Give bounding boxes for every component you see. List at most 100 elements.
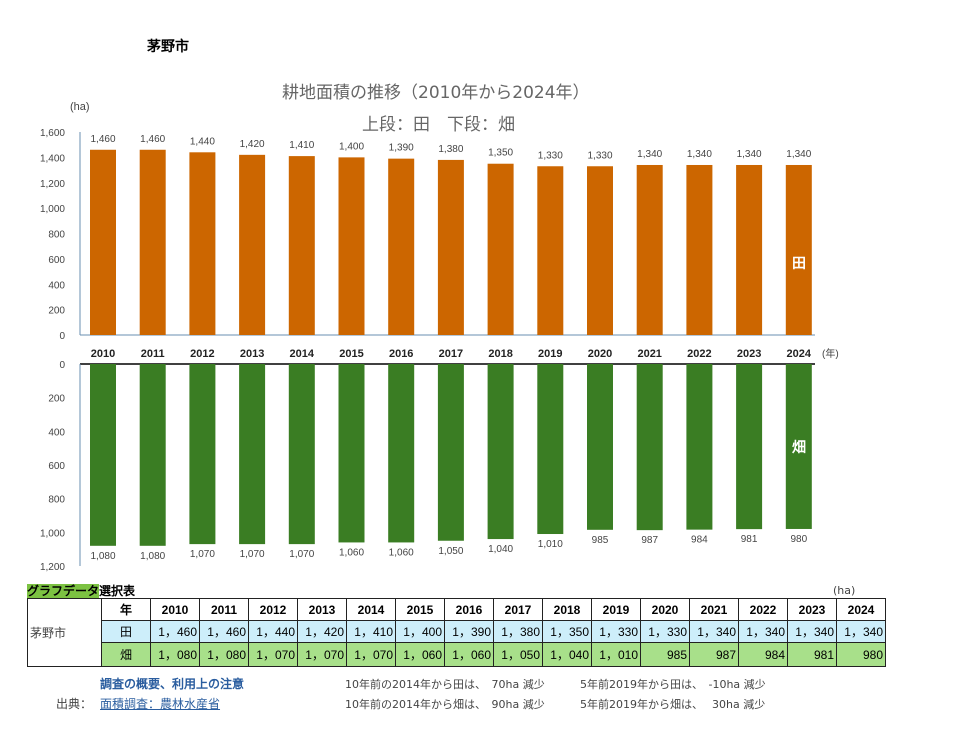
rice-data-label: 1,460 xyxy=(140,134,165,145)
rice-label: 田 xyxy=(101,620,151,643)
field-cell: 1，060 xyxy=(395,642,445,667)
field-bar xyxy=(636,364,663,531)
field-series-label: 畑 xyxy=(791,439,806,455)
rice-bar xyxy=(587,166,613,335)
rice-bar xyxy=(537,166,564,335)
y-tick-label-bottom: 200 xyxy=(48,394,65,405)
x-tick-label: 2012 xyxy=(190,348,214,360)
year-cell: 2014 xyxy=(346,598,396,621)
field-bar xyxy=(189,364,216,545)
rice-data-label: 1,340 xyxy=(737,149,762,160)
rice-bar xyxy=(785,164,812,335)
y-tick-label: 1,600 xyxy=(40,128,65,139)
field-cell: 987 xyxy=(689,642,739,667)
x-tick-label: 2022 xyxy=(687,348,711,360)
year-cell: 2021 xyxy=(689,598,739,621)
year-cell: 2016 xyxy=(444,598,494,621)
y-tick-label: 1,200 xyxy=(40,179,65,190)
rice-bar xyxy=(636,164,663,335)
field-data-label: 1,060 xyxy=(339,547,364,558)
field-data-label: 985 xyxy=(592,535,609,546)
table-unit: (ha) xyxy=(833,584,856,597)
y-tick-label: 600 xyxy=(48,255,65,266)
field-data-label: 1,070 xyxy=(190,549,215,560)
field-data-label: 1,070 xyxy=(289,549,314,560)
rice-cell: 1，440 xyxy=(248,620,298,643)
chart-title: 耕地面積の推移（2010年から2024年） xyxy=(282,83,590,103)
rice-10y-note: 10年前の2014年から田は、 70ha 減少 xyxy=(345,678,545,691)
table-title-rest: 選択表 xyxy=(99,584,136,598)
source-label: 出典： xyxy=(56,697,93,711)
field-cell: 1，050 xyxy=(493,642,543,667)
chart: (ha) 0 200 400 600 800 1,000 1,200 1,400 1,600 1,4… xyxy=(40,101,839,573)
field-cell: 1，070 xyxy=(346,642,396,667)
y-tick-label-bottom: 800 xyxy=(48,495,65,506)
field-bar xyxy=(437,364,464,541)
x-tick-label: 2015 xyxy=(339,348,363,360)
rice-data-label: 1,440 xyxy=(190,136,215,147)
rice-cell: 1，460 xyxy=(150,620,200,643)
rice-data-label: 1,330 xyxy=(587,150,612,161)
x-tick-label: 2024 xyxy=(787,348,812,360)
rice-cell: 1，330 xyxy=(591,620,641,643)
field-label: 畑 xyxy=(101,642,151,667)
rice-cell: 1，400 xyxy=(395,620,445,643)
y-tick-label-bottom: 1,000 xyxy=(40,528,65,539)
rice-5y-note: 5年前2019年から田は、 -10ha 減少 xyxy=(580,678,766,691)
x-tick-label: 2021 xyxy=(637,348,661,360)
rice-cell: 1，340 xyxy=(836,620,886,643)
y-tick-label-bottom: 1,200 xyxy=(40,562,65,573)
field-cell: 985 xyxy=(640,642,690,667)
rice-bar xyxy=(338,157,365,335)
field-cell: 984 xyxy=(738,642,788,667)
year-cell: 2018 xyxy=(542,598,592,621)
y-tick-label-bottom: 600 xyxy=(48,461,65,472)
field-data-label: 1,070 xyxy=(240,549,265,560)
year-cell: 2013 xyxy=(297,598,347,621)
field-cell: 981 xyxy=(787,642,837,667)
year-cell: 2011 xyxy=(199,598,249,621)
year-cell: 2012 xyxy=(248,598,298,621)
x-tick-label: 2017 xyxy=(439,348,463,360)
field-cell: 1，070 xyxy=(248,642,298,667)
rice-data-label: 1,410 xyxy=(289,140,314,151)
field-data-label: 987 xyxy=(641,535,658,546)
year-cell: 2010 xyxy=(150,598,200,621)
rice-series-label: 田 xyxy=(792,255,806,271)
field-bar xyxy=(587,364,613,530)
city-cell: 茅野市 xyxy=(27,598,102,667)
rice-data-label: 1,390 xyxy=(389,143,414,154)
rice-bar xyxy=(437,159,464,335)
x-tick-label: 2013 xyxy=(240,348,264,360)
field-bar xyxy=(487,364,514,540)
survey-link[interactable]: 調査の概要、利用上の注意 xyxy=(100,677,245,691)
field-bar xyxy=(686,364,713,530)
rice-cell: 1，340 xyxy=(787,620,837,643)
field-bar xyxy=(537,364,564,535)
field-bar xyxy=(139,364,166,546)
y-tick-label: 400 xyxy=(48,280,65,291)
field-data-label: 1,080 xyxy=(90,551,115,562)
y-tick-label: 200 xyxy=(48,306,65,317)
y-tick-label: 1,400 xyxy=(40,153,65,164)
rice-bar xyxy=(139,149,166,335)
x-tick-label: 2011 xyxy=(141,348,165,360)
rice-cell: 1，340 xyxy=(738,620,788,643)
field-cell: 1，060 xyxy=(444,642,494,667)
data-table: 茅野市年 2010 2011 2012 2013 2014 2015 2016 2017 2018… xyxy=(27,598,886,667)
field-bar xyxy=(388,364,415,543)
field-data-label: 1,010 xyxy=(538,539,563,550)
rice-cell: 1，350 xyxy=(542,620,592,643)
rice-data-label: 1,380 xyxy=(438,144,463,155)
rice-cell: 1，340 xyxy=(689,620,739,643)
field-cell: 1，010 xyxy=(591,642,641,667)
table-title-highlight: グラフデータ xyxy=(27,584,100,598)
rice-data-label: 1,330 xyxy=(538,150,563,161)
year-cell: 2015 xyxy=(395,598,445,621)
year-cell: 2019 xyxy=(591,598,641,621)
year-cell: 2024 xyxy=(836,598,886,621)
source-link[interactable]: 面積調査：農林水産省 xyxy=(100,697,221,711)
rice-data-label: 1,340 xyxy=(687,149,712,160)
rice-bar xyxy=(90,149,116,335)
field-10y-note: 10年前の2014年から畑は、 90ha 減少 xyxy=(345,698,545,711)
